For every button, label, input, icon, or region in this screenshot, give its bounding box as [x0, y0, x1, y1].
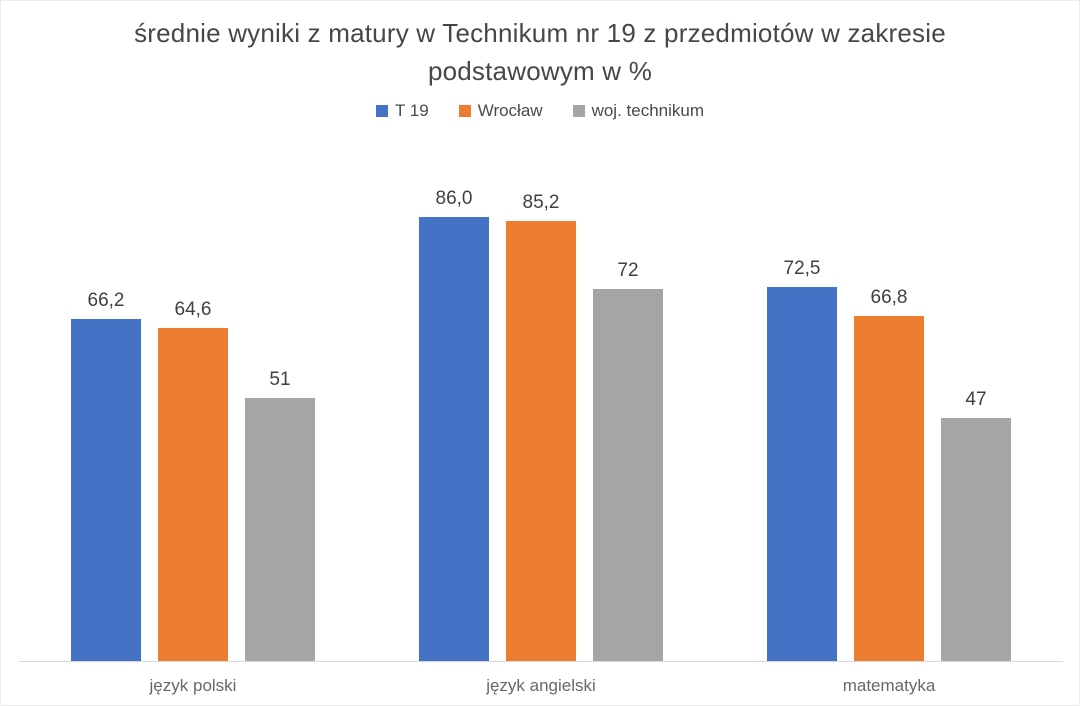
bar-wrocław-matematyka [854, 316, 924, 661]
category-axis: język polski język angielski matematyka [19, 663, 1063, 696]
legend-swatch-icon [375, 105, 388, 117]
bar-wrap-woj-technikum-język-angielski: 72 [593, 145, 663, 661]
bar-t-19-matematyka [767, 286, 837, 661]
bar-group-język-polski: 66,2 64,6 51 [19, 145, 367, 661]
category-label-język-polski: język polski [149, 676, 237, 695]
bar-wrap-woj-technikum-matematyka: 47 [941, 145, 1011, 661]
plot-area: 66,2 64,6 51 86,0 85,2 72 72,5 66,8 47 [19, 145, 1063, 662]
legend-item-t-19: T 19 [375, 101, 429, 121]
legend-swatch-icon [458, 105, 471, 117]
bar-t-19-język-polski [71, 319, 141, 661]
category-label-język-angielski: język angielski [486, 676, 596, 695]
legend-item-woj-technikum: woj. technikum [572, 101, 705, 121]
bar-wrap-woj-technikum-język-polski: 51 [245, 145, 315, 661]
bar-value-label: 66,8 [870, 287, 908, 309]
legend-label: woj. technikum [591, 101, 705, 120]
bar-wrap-t-19-matematyka: 72,5 [767, 145, 837, 661]
legend-label: T 19 [394, 101, 429, 120]
chart-title: średnie wyniki z matury w Technikum nr 1… [134, 18, 946, 86]
bar-wrap-wrocław-język-polski: 64,6 [158, 145, 228, 661]
bar-value-label: 47 [965, 389, 987, 411]
legend: T 19 Wrocław woj. technikum [1, 101, 1079, 121]
bar-value-label: 72,5 [783, 257, 821, 279]
bar-value-label: 86,0 [435, 188, 473, 210]
legend-swatch-icon [572, 105, 585, 117]
bar-wrap-wrocław-język-angielski: 85,2 [506, 145, 576, 661]
bar-wrap-wrocław-matematyka: 66,8 [854, 145, 924, 661]
bar-woj-technikum-język-angielski [593, 289, 663, 661]
bar-value-label: 51 [269, 368, 291, 390]
bar-t-19-język-angielski [419, 217, 489, 661]
bar-group-język-angielski: 86,0 85,2 72 [367, 145, 715, 661]
legend-item-wrocław: Wrocław [458, 101, 543, 121]
bar-value-label: 85,2 [522, 192, 560, 214]
bar-woj-technikum-język-polski [245, 397, 315, 661]
bar-wrocław-język-angielski [506, 221, 576, 661]
bar-value-label: 72 [617, 260, 639, 282]
bar-group-matematyka: 72,5 66,8 47 [715, 145, 1063, 661]
bar-value-label: 64,6 [174, 298, 212, 320]
bar-wrap-t-19-język-angielski: 86,0 [419, 145, 489, 661]
bar-value-label: 66,2 [87, 290, 125, 312]
bar-wrap-t-19-język-polski: 66,2 [71, 145, 141, 661]
category-label-matematyka: matematyka [842, 676, 936, 695]
bar-wrocław-język-polski [158, 327, 228, 661]
bar-woj-technikum-matematyka [941, 418, 1011, 661]
legend-label: Wrocław [477, 101, 543, 120]
